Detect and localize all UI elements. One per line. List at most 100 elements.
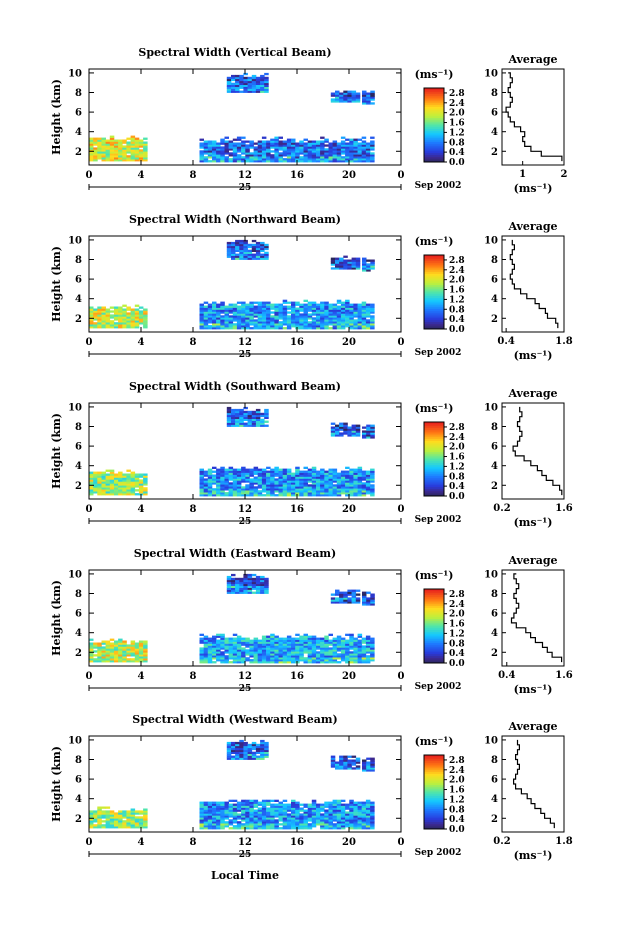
heatmap-cell xyxy=(365,319,371,322)
heatmap-cell xyxy=(126,306,131,309)
heatmap-cell xyxy=(105,151,111,154)
heatmap-cell xyxy=(143,487,148,490)
heatmap-cell xyxy=(336,813,342,816)
heatmap-cell xyxy=(89,814,94,817)
heatmap-cell xyxy=(134,652,140,655)
heatmap-cell xyxy=(228,321,234,324)
heatmap-cell xyxy=(224,327,229,330)
heatmap-cell xyxy=(134,818,140,821)
heatmap-cell xyxy=(278,327,283,330)
heatmap-cell xyxy=(324,803,329,806)
heatmap-cell xyxy=(340,649,346,652)
heatmap-cell xyxy=(232,649,238,652)
heatmap-cell xyxy=(239,408,244,412)
heatmap-cell xyxy=(224,158,229,161)
colorbar-swatch xyxy=(424,646,444,649)
heatmap-cell xyxy=(261,643,267,646)
heatmap-cell xyxy=(336,823,342,826)
heatmap-cell xyxy=(231,257,236,260)
heatmap-cell xyxy=(243,241,248,245)
heatmap-cell xyxy=(320,148,325,151)
heatmap-cell xyxy=(93,481,98,484)
heatmap-cell xyxy=(307,148,313,151)
heatmap-cell xyxy=(236,480,242,483)
heatmap-cell xyxy=(226,82,232,85)
heatmap-cell xyxy=(330,261,336,264)
heatmap-cell xyxy=(295,476,300,479)
heatmap-cell xyxy=(114,312,119,315)
heatmap-cell xyxy=(118,473,123,476)
heatmap-cell xyxy=(122,322,127,325)
heatmap-cell xyxy=(251,741,257,745)
heatmap-cell xyxy=(89,318,94,321)
heatmap-cell xyxy=(332,813,338,816)
heatmap-cell xyxy=(109,660,115,663)
heatmap-cell xyxy=(130,326,136,329)
heatmap-cell xyxy=(249,811,254,814)
heatmap-cell xyxy=(118,658,123,661)
heatmap-cell xyxy=(324,641,329,644)
heatmap-cell xyxy=(320,643,325,646)
heatmap-cell xyxy=(109,638,115,641)
heatmap-cell xyxy=(255,84,261,87)
heatmap-cell xyxy=(130,644,136,647)
average-frame xyxy=(501,235,565,333)
heatmap-cells xyxy=(89,406,375,497)
heatmap-cell xyxy=(353,476,358,479)
heatmap-cell xyxy=(282,659,288,662)
heatmap-cell xyxy=(241,803,246,806)
heatmap-cell xyxy=(231,249,236,252)
heatmap-cell xyxy=(235,257,240,260)
heatmap-cell xyxy=(336,635,342,638)
heatmap-cell xyxy=(130,308,136,311)
heatmap-cell xyxy=(324,821,329,824)
heatmap-cell xyxy=(253,821,259,824)
heatmap-cell xyxy=(365,313,371,316)
heatmap-cell xyxy=(105,149,111,152)
x-tick-label: 20 xyxy=(342,170,356,181)
heatmap-cell xyxy=(303,823,308,826)
colorbar-swatch xyxy=(424,596,444,599)
heatmap-cell xyxy=(324,823,329,826)
colorbar-swatch xyxy=(424,455,444,458)
heatmap-cell xyxy=(118,139,123,142)
heatmap-cell xyxy=(361,645,367,648)
heatmap-cell xyxy=(361,307,367,310)
heatmap-cell xyxy=(370,659,375,662)
heatmap-cell xyxy=(291,819,296,822)
heatmap-cell xyxy=(93,646,98,649)
x-tick-label: 0 xyxy=(398,337,405,348)
heatmap-cell xyxy=(328,144,333,147)
colorbar-swatch xyxy=(424,293,444,297)
heatmap-cell xyxy=(105,310,111,313)
heatmap-cell xyxy=(212,307,217,310)
heatmap-cell xyxy=(270,649,275,652)
heatmap-cell xyxy=(134,483,140,486)
heatmap-cell xyxy=(266,482,271,485)
heatmap-cell xyxy=(226,749,232,752)
heatmap-cell xyxy=(370,327,375,330)
heatmap-cell xyxy=(303,158,308,161)
heatmap-cell xyxy=(291,480,296,483)
heatmap-cell xyxy=(370,655,375,658)
heatmap-cell xyxy=(336,313,342,316)
heatmap-cell xyxy=(365,148,371,151)
heatmap-cell xyxy=(220,803,225,806)
heatmap-cell xyxy=(351,263,357,266)
heatmap-cell xyxy=(311,805,317,808)
heatmap-cell xyxy=(282,309,288,312)
heatmap-cell xyxy=(101,320,106,323)
heatmap-cell xyxy=(311,305,317,308)
heatmap-cell xyxy=(232,482,238,485)
heatmap-cell xyxy=(114,824,119,827)
heatmap-cell xyxy=(261,823,267,826)
heatmap-cell xyxy=(274,805,279,808)
heatmap-cell xyxy=(332,317,338,320)
heatmap-cell xyxy=(311,639,317,642)
heatmap-cell xyxy=(278,323,283,326)
heatmap-cell xyxy=(118,483,123,486)
heatmap-cell xyxy=(370,261,375,264)
heatmap-cell xyxy=(332,801,338,804)
heatmap-cell xyxy=(362,430,367,433)
heatmap-cell xyxy=(122,473,127,476)
